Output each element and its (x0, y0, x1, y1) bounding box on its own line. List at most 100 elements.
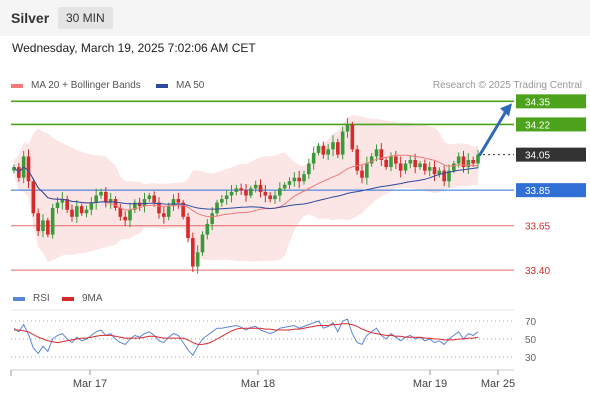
candle-body (118, 207, 123, 217)
legend-rsi-label: RSI (33, 293, 50, 304)
ma50-swatch (156, 83, 168, 88)
candle-body (365, 163, 369, 178)
candle-body (427, 167, 432, 171)
candle-body (297, 177, 301, 182)
candle-body (398, 163, 403, 171)
candle-body (60, 199, 65, 203)
candle-body (394, 156, 398, 164)
candle-body (369, 156, 374, 164)
candle-body (258, 184, 263, 192)
candle-body (302, 174, 306, 182)
candle-body (321, 145, 326, 155)
candle-body (253, 184, 258, 189)
legend-ma50: MA 50 (156, 80, 204, 91)
candle-body (456, 156, 461, 164)
x-tick-label: Mar 19 (413, 378, 447, 390)
candle-body (210, 213, 214, 224)
candle-body (94, 195, 98, 203)
credit-text: Research © 2025 Trading Central (432, 80, 582, 91)
candle-body (123, 216, 127, 221)
level-label-33.85: 33.85 (525, 186, 550, 197)
candle-body (432, 167, 437, 175)
candle-body (263, 191, 268, 196)
rsi-tick-30: 30 (525, 353, 537, 364)
candle-body (331, 142, 335, 150)
candle-body (162, 213, 166, 217)
candle-body (471, 159, 475, 164)
legend-ma50-label: MA 50 (176, 80, 205, 91)
candle-body (292, 177, 297, 182)
x-tick-label: Mar 25 (481, 378, 515, 390)
candle-body (191, 238, 195, 267)
level-label-33.40: 33.40 (525, 266, 550, 277)
candle-body (268, 195, 272, 200)
candle-body (166, 206, 171, 217)
candle-body (157, 202, 161, 214)
candle-body (133, 202, 137, 210)
forecast-arrow (478, 109, 508, 157)
level-box-33.85 (516, 183, 586, 198)
rsi-tick-70: 70 (525, 317, 537, 328)
candle-body (345, 124, 350, 132)
candle-body (137, 202, 142, 207)
candle-body (99, 191, 103, 196)
forecast-arrowhead (500, 103, 512, 117)
candle-body (384, 159, 388, 168)
x-tick-label: Mar 17 (73, 378, 107, 390)
candle-body (79, 206, 84, 214)
candle-body (340, 131, 345, 155)
candle-body (408, 159, 413, 164)
candle-body (234, 188, 239, 192)
candle-body (249, 188, 253, 196)
candle-body (336, 142, 340, 155)
legend-9ma-label: 9MA (82, 293, 103, 304)
ma9-swatch (62, 296, 74, 301)
candle-body (46, 220, 50, 235)
candle-body (220, 199, 224, 203)
level-label-34.05: 34.05 (525, 151, 550, 162)
x-tick-label: Mar 18 (241, 378, 275, 390)
level-label-34.35: 34.35 (525, 97, 550, 108)
candle-body (437, 170, 442, 175)
candle-body (413, 159, 417, 168)
level-label-33.65: 33.65 (525, 222, 550, 233)
candle-body (326, 149, 330, 155)
candle-body (176, 199, 181, 203)
candle-body (287, 181, 292, 185)
candle-body (374, 149, 379, 157)
level-label-34.22: 34.22 (525, 120, 550, 131)
legend-9ma: 9MA (62, 293, 103, 304)
candle-body (452, 163, 456, 171)
candle-body (128, 209, 132, 221)
candle-body (195, 252, 200, 267)
candle-body (403, 163, 408, 171)
candle-body (244, 190, 248, 196)
candle-body (84, 209, 89, 214)
candle-body (171, 199, 176, 207)
level-box-34.22 (516, 117, 586, 132)
candle-body (12, 167, 16, 171)
candle-body (355, 149, 359, 171)
candle-body (307, 163, 311, 175)
level-box-34.35 (516, 94, 586, 109)
candle-body (41, 220, 45, 232)
rsi-swatch (13, 296, 25, 301)
candle-body (229, 191, 234, 196)
timeframe-badge[interactable]: 30 MIN (58, 7, 113, 29)
candle-body (181, 202, 185, 217)
rsi-line (13, 318, 479, 357)
instrument-title: Silver (11, 10, 50, 26)
candle-body (360, 170, 364, 178)
ma20-swatch (11, 83, 23, 88)
candle-body (104, 191, 108, 203)
candle-body (282, 184, 287, 189)
candle-body (108, 199, 113, 203)
legend-ma20: MA 20 + Bollinger Bands (11, 80, 141, 91)
candle-body (224, 195, 229, 200)
candle-body (200, 234, 205, 253)
legend-ma20-label: MA 20 + Bollinger Bands (31, 80, 141, 91)
candle-body (205, 223, 210, 235)
candle-body (447, 170, 451, 182)
candle-body (423, 163, 427, 171)
